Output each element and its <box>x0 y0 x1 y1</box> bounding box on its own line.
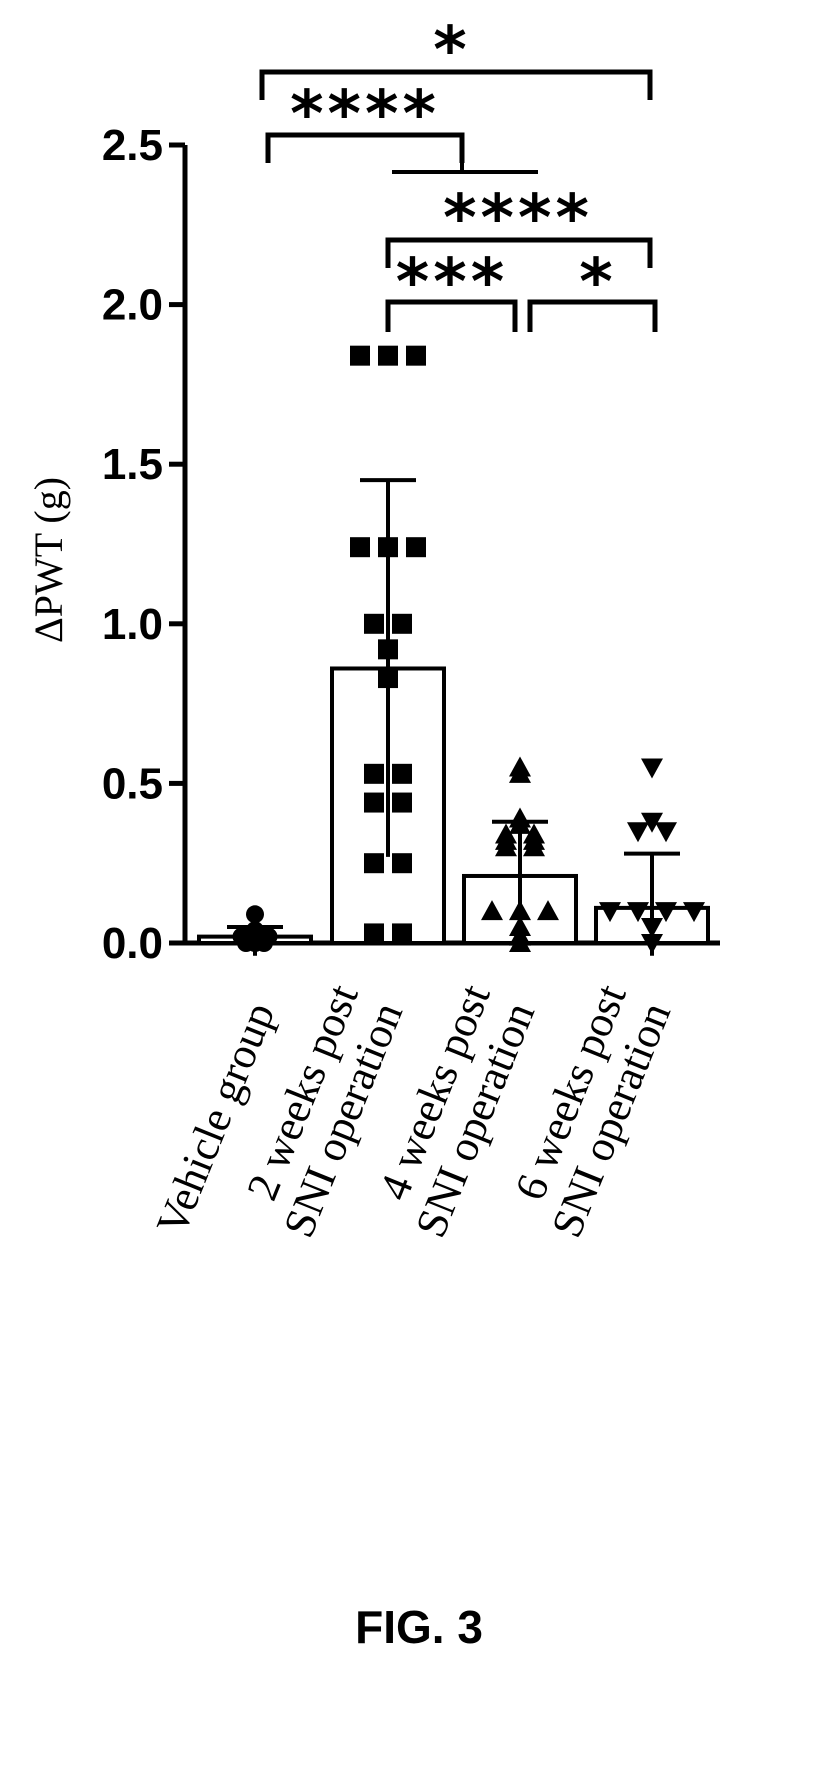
data-point <box>509 762 531 783</box>
data-point <box>406 537 426 558</box>
data-point <box>364 853 384 874</box>
y-tick-label: 2.5 <box>102 121 163 170</box>
significance-label: **** <box>290 78 440 152</box>
data-point <box>350 537 370 558</box>
data-point <box>350 345 370 366</box>
data-point <box>641 758 663 779</box>
data-point <box>364 923 384 944</box>
significance-label: **** <box>443 182 593 256</box>
data-point <box>255 934 273 952</box>
y-axis: 0.0 0.5 1.0 1.5 2.0 2.5 <box>102 121 720 968</box>
data-point <box>509 932 531 952</box>
y-tick-label: 0.5 <box>102 759 163 808</box>
data-point <box>641 812 663 833</box>
significance-bracket <box>265 132 465 163</box>
significance-bracket <box>385 299 518 332</box>
bracket-connector <box>392 163 538 174</box>
significance-label: * <box>433 14 470 88</box>
significance-layer: ************ * <box>259 14 658 332</box>
data-point <box>537 900 559 921</box>
data-point <box>392 613 412 634</box>
significance-label: * <box>579 246 616 320</box>
data-point <box>364 613 384 634</box>
y-axis-label: ΔPWT (g) <box>26 477 71 643</box>
x-tick-label-line: Vehicle group <box>147 996 284 1242</box>
y-tick-label: 1.0 <box>102 600 163 649</box>
data-point <box>392 853 412 874</box>
data-point <box>599 902 621 923</box>
data-point <box>406 345 426 366</box>
data-point <box>364 792 384 813</box>
data-point <box>481 900 503 921</box>
data-point <box>392 763 412 784</box>
y-tick-label: 0.0 <box>102 919 163 968</box>
bars-layer <box>197 666 710 946</box>
data-point <box>683 902 705 923</box>
data-point <box>392 923 412 944</box>
data-point <box>523 836 545 857</box>
data-point <box>495 836 517 857</box>
data-points-layer <box>232 345 705 954</box>
significance-bracket <box>527 299 658 332</box>
data-point <box>627 902 649 923</box>
data-point <box>246 905 264 924</box>
data-point <box>627 822 649 843</box>
data-point <box>655 822 677 843</box>
significance-bracket <box>259 69 653 100</box>
error-bars-layer <box>227 478 680 956</box>
x-tick-label: Vehicle group <box>147 996 284 1242</box>
significance-bracket <box>385 237 653 268</box>
y-tick-label: 2.0 <box>102 281 163 330</box>
y-tick-label: 1.5 <box>102 440 163 489</box>
data-point <box>364 763 384 784</box>
data-point <box>392 792 412 813</box>
figure-label: FIG. 3 <box>355 1601 483 1653</box>
data-point <box>378 345 398 366</box>
data-point <box>655 902 677 923</box>
significance-label: *** <box>396 246 508 320</box>
